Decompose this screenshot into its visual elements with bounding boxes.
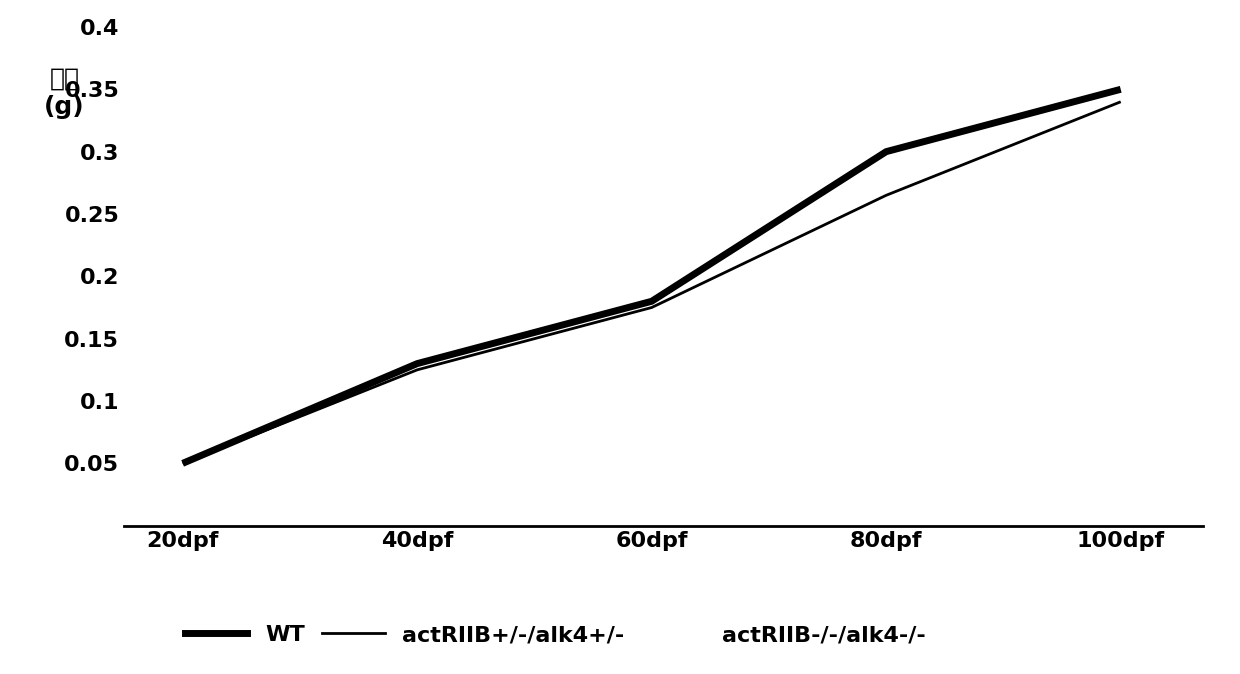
Text: 体重
(g): 体重 (g): [45, 67, 86, 119]
Legend: WT, actRIIB+/-/alk4+/-, actRIIB-/-/alk4-/-: WT, actRIIB+/-/alk4+/-, actRIIB-/-/alk4-…: [176, 615, 935, 654]
